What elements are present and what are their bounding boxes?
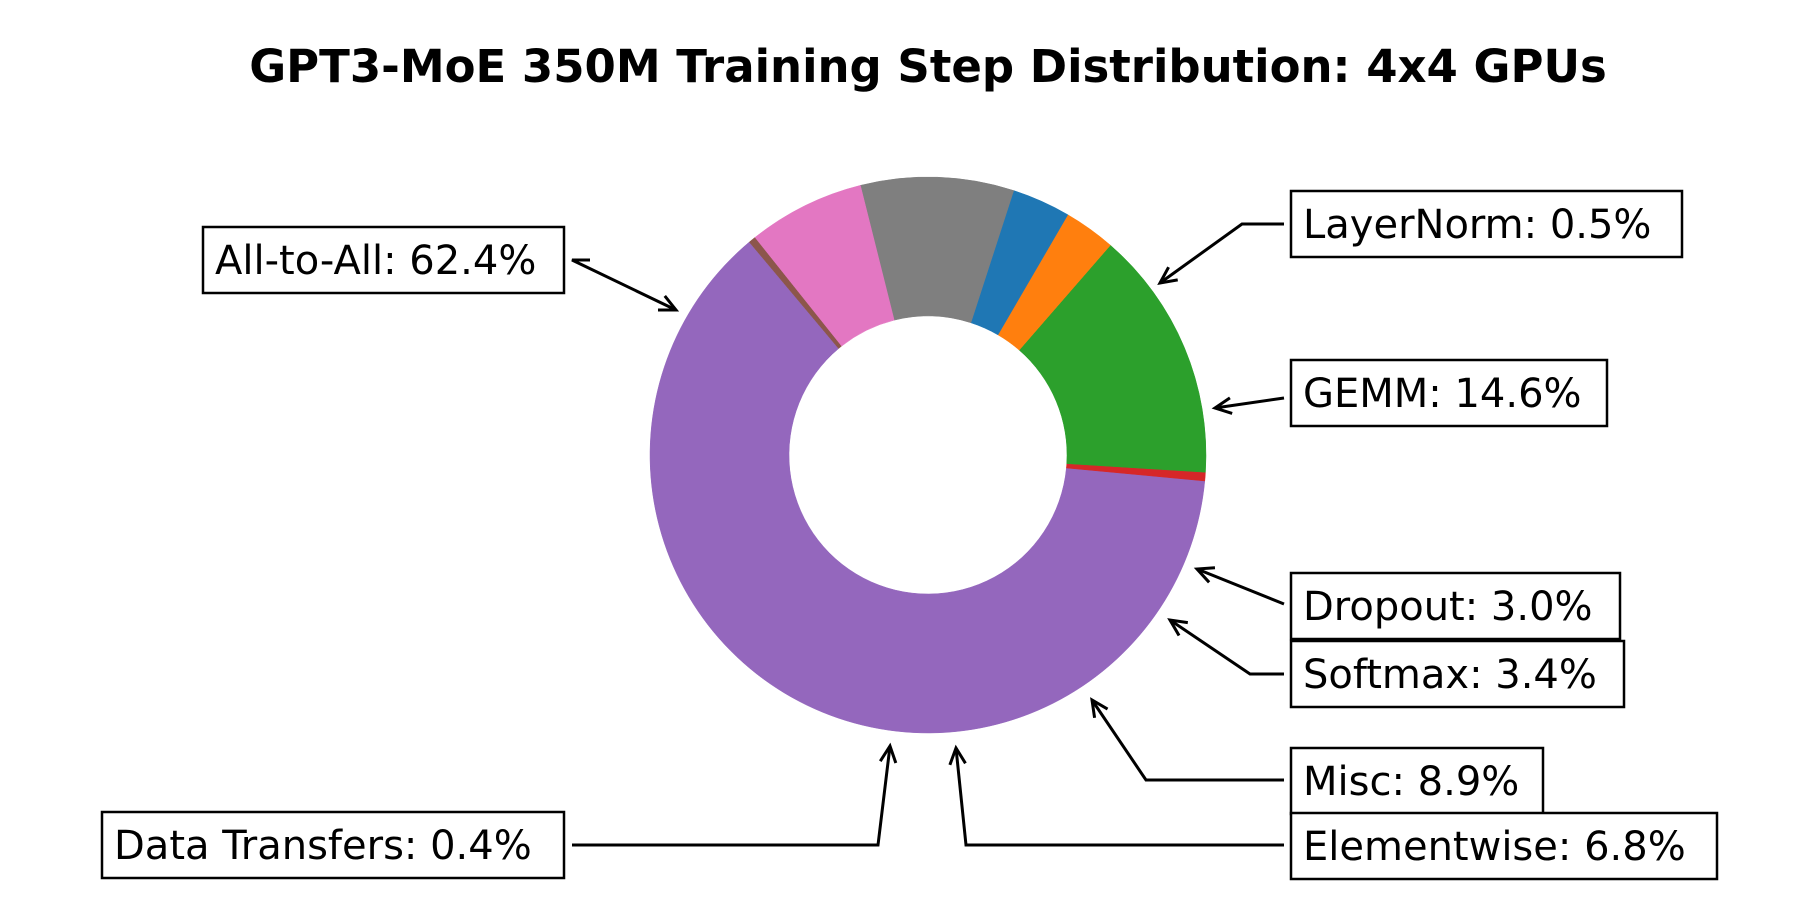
leader-line — [1169, 618, 1284, 676]
label-box — [1289, 639, 1626, 709]
label-box — [1289, 358, 1609, 428]
pie-slice-data-transfers — [748, 237, 842, 349]
leader-line — [571, 258, 677, 312]
slice-label-misc: Misc: 8.9% — [1090, 697, 1545, 816]
arrow-head — [1167, 618, 1189, 637]
slice-label-text: Data Transfers: 0.4% — [114, 823, 532, 869]
slice-label-text: Misc: 8.9% — [1303, 759, 1519, 805]
arrow-head — [657, 294, 680, 312]
label-box — [1289, 811, 1719, 881]
arrow-head — [1211, 396, 1233, 415]
slice-label-text: All-to-All: 62.4% — [215, 238, 536, 284]
slice-label-layernorm: LayerNorm: 0.5% — [1157, 189, 1684, 286]
leader-line — [1196, 567, 1285, 606]
slice-label-gemm: GEMM: 14.6% — [1211, 358, 1609, 428]
slice-label-all-to-all: All-to-All: 62.4% — [201, 225, 680, 312]
leader-line — [1214, 396, 1285, 410]
label-box — [1289, 746, 1545, 816]
slice-labels: All-to-All: 62.4% LayerNorm: 0.5% GEMM: 14… — [100, 189, 1719, 881]
slice-label-text: Softmax: 3.4% — [1303, 652, 1597, 698]
leader-line — [1090, 699, 1284, 782]
arrow-head — [948, 744, 967, 766]
label-box — [1289, 189, 1684, 259]
slice-label-softmax: Softmax: 3.4% — [1167, 618, 1626, 709]
slice-label-data-transfers: Data Transfers: 0.4% — [100, 742, 898, 880]
pie-slice-all-to-all — [649, 241, 1206, 734]
slice-label-text: LayerNorm: 0.5% — [1303, 202, 1651, 248]
label-box — [201, 225, 566, 295]
leader-line — [1159, 222, 1284, 285]
chart-title: GPT3-MoE 350M Training Step Distribution… — [249, 40, 1607, 93]
arrow-head — [1157, 266, 1178, 286]
arrow-head — [1090, 697, 1109, 719]
label-box — [100, 810, 566, 880]
leader-line — [954, 747, 1284, 847]
leader-line — [572, 745, 892, 847]
pie-slice-gemm — [1018, 244, 1207, 473]
slice-label-text: Elementwise: 6.8% — [1303, 824, 1686, 870]
pie-slices — [649, 176, 1207, 734]
slice-label-text: GEMM: 14.6% — [1303, 371, 1582, 417]
slice-label-elementwise: Elementwise: 6.8% — [948, 744, 1719, 881]
slice-label-text: Dropout: 3.0% — [1303, 584, 1593, 630]
label-box — [1289, 571, 1622, 641]
arrow-head — [879, 742, 898, 764]
slice-label-dropout: Dropout: 3.0% — [1193, 566, 1622, 641]
arrow-head — [1193, 566, 1216, 584]
